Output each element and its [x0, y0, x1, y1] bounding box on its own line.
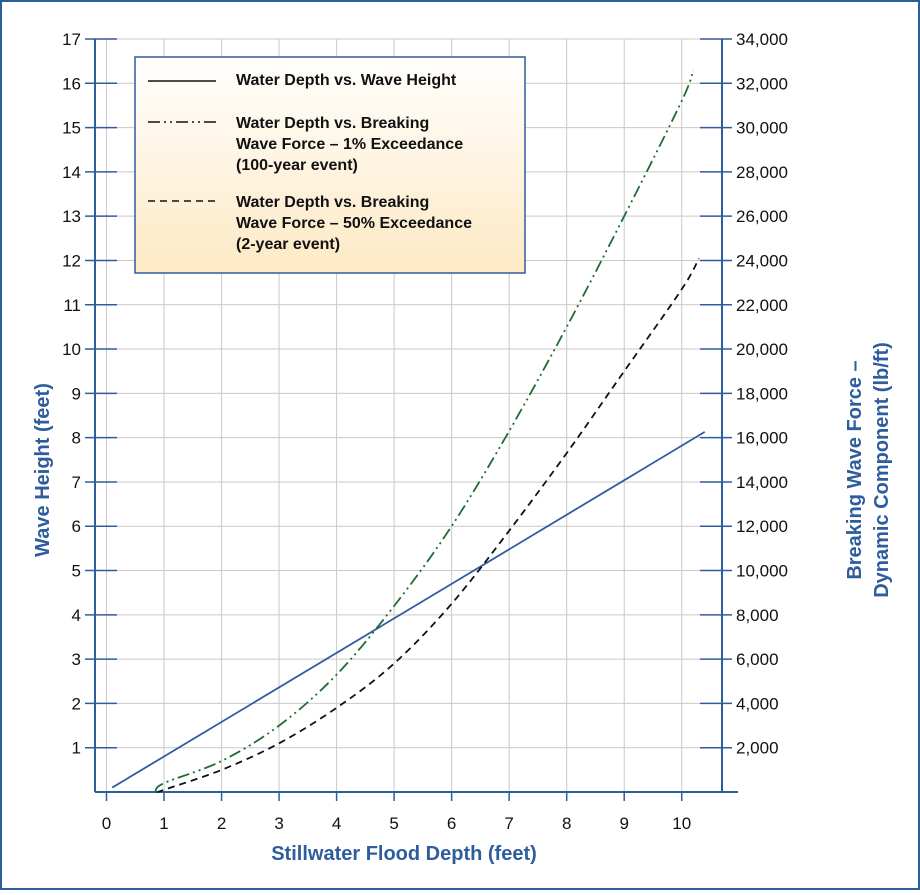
y2-tick-label: 20,000	[736, 340, 788, 359]
y2-tick-label: 10,000	[736, 562, 788, 581]
x-tick-label: 8	[562, 814, 571, 833]
x-tick-label: 1	[159, 814, 168, 833]
legend-label: Water Depth vs. Wave Height	[236, 72, 457, 89]
y2-tick-label: 34,000	[736, 30, 788, 49]
y2-tick-label: 14,000	[736, 473, 788, 492]
y-tick-label: 9	[72, 384, 81, 403]
y2-tick-label: 22,000	[736, 296, 788, 315]
y-tick-label: 1	[72, 739, 81, 758]
x-tick-label: 0	[102, 814, 111, 833]
y2-tick-label: 4,000	[736, 694, 779, 713]
legend-label: Wave Force – 1% Exceedance	[236, 136, 463, 153]
y-tick-label: 14	[62, 163, 81, 182]
y-tick-label: 6	[72, 517, 81, 536]
y-tick-label: 10	[62, 340, 81, 359]
legend: Water Depth vs. Wave Height Water Depth v…	[134, 56, 526, 274]
series-lines	[111, 69, 706, 794]
x-axis-title: Stillwater Flood Depth (feet)	[271, 843, 537, 865]
y2-tick-label: 8,000	[736, 606, 779, 625]
breaking-force-1pct-line	[154, 69, 695, 793]
legend-item-force-50pct: Water Depth vs. Breaking Wave Force – 50%…	[148, 194, 472, 253]
y-tick-label: 4	[72, 606, 81, 625]
x-tick-label: 6	[447, 814, 456, 833]
x-tick-label: 10	[672, 814, 691, 833]
x-tick-label: 4	[332, 814, 341, 833]
y2-axis-title-line: Breaking Wave Force –	[844, 360, 866, 579]
wave-height-line	[111, 431, 706, 789]
y-tick-label: 5	[72, 562, 81, 581]
y2-tick-label: 32,000	[736, 74, 788, 93]
y-axis-title: Wave Height (feet)	[32, 383, 54, 557]
y-tick-label: 8	[72, 429, 81, 448]
legend-label: Wave Force – 50% Exceedance	[236, 215, 472, 232]
y-tick-label: 16	[62, 74, 81, 93]
y-tick-label: 3	[72, 650, 81, 669]
y2-tick-label: 30,000	[736, 119, 788, 138]
y2-tick-label: 24,000	[736, 251, 788, 270]
y-tick-label: 7	[72, 473, 81, 492]
legend-label: (100-year event)	[236, 157, 358, 174]
y2-tick-label: 2,000	[736, 739, 779, 758]
y2-tick-label: 16,000	[736, 429, 788, 448]
y2-tick-label: 26,000	[736, 207, 788, 226]
x-tick-label: 9	[619, 814, 628, 833]
y-tick-label: 15	[62, 119, 81, 138]
axes: 0 1 2 3 4 5 6 7 8 9 1012345678910111213141516172,0…	[62, 30, 788, 833]
y-tick-label: 12	[62, 251, 81, 270]
x-tick-label: 3	[274, 814, 283, 833]
legend-label: (2-year event)	[236, 236, 340, 253]
legend-item-wave-height: Water Depth vs. Wave Height	[148, 72, 457, 89]
legend-item-force-1pct: Water Depth vs. Breaking Wave Force – 1% …	[148, 115, 463, 174]
y-tick-label: 17	[62, 30, 81, 49]
y2-tick-label: 6,000	[736, 650, 779, 669]
x-tick-label: 7	[504, 814, 513, 833]
legend-box	[134, 56, 526, 274]
legend-label: Water Depth vs. Breaking	[236, 194, 429, 211]
x-tick-label: 5	[389, 814, 398, 833]
y-tick-label: 2	[72, 694, 81, 713]
y2-axis-title: Breaking Wave Force – Dynamic Component (…	[844, 342, 893, 598]
y2-tick-label: 28,000	[736, 163, 788, 182]
y2-axis-title-line: Dynamic Component (lb/ft)	[871, 342, 893, 598]
y2-tick-label: 12,000	[736, 517, 788, 536]
y-tick-label: 13	[62, 207, 81, 226]
x-tick-label: 2	[217, 814, 226, 833]
legend-label: Water Depth vs. Breaking	[236, 115, 429, 132]
y2-tick-label: 18,000	[736, 384, 788, 403]
y-tick-label: 11	[63, 296, 81, 315]
